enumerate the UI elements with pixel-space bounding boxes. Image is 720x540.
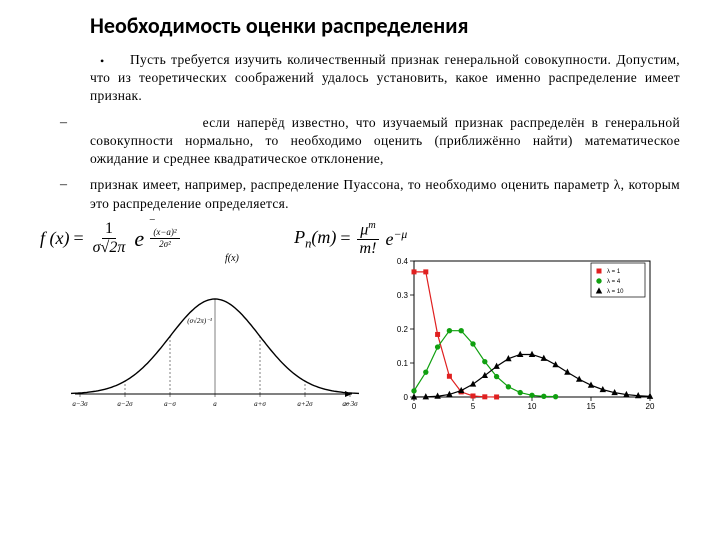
paragraph-poisson: признак имеет, например, распределение П… bbox=[90, 176, 680, 212]
svg-text:0.1: 0.1 bbox=[397, 359, 409, 368]
svg-text:0: 0 bbox=[404, 393, 409, 402]
svg-text:a−3σ: a−3σ bbox=[72, 400, 88, 408]
svg-text:0.2: 0.2 bbox=[397, 325, 409, 334]
svg-text:λ = 1: λ = 1 bbox=[607, 269, 621, 275]
svg-text:5: 5 bbox=[471, 402, 476, 411]
formula-exp-num: (x−a)² bbox=[150, 228, 179, 239]
slide: Необходимость оценки распределения Пусть… bbox=[0, 0, 720, 540]
svg-text:a: a bbox=[213, 400, 217, 408]
svg-text:0.4: 0.4 bbox=[397, 257, 409, 266]
paragraph-normal-text: если наперёд известно, что изучаемый при… bbox=[90, 115, 680, 166]
svg-text:λ = 4: λ = 4 bbox=[607, 279, 621, 285]
svg-text:20: 20 bbox=[646, 402, 655, 411]
chart-row: a−3σa−2σa−σaa+σa+2σa+3σf(x)(σ√2π)⁻¹x 051… bbox=[60, 249, 680, 414]
svg-text:0.3: 0.3 bbox=[397, 291, 409, 300]
svg-text:a+σ: a+σ bbox=[254, 400, 266, 408]
chart-poisson: 0 5 10 15 20 0 0.1 0.2 0.3 0.4 λ = 1 λ = 4 λ = 10 bbox=[380, 249, 660, 414]
formula-lhs: f (x) bbox=[40, 228, 69, 249]
svg-text:λ = 10: λ = 10 bbox=[607, 289, 624, 295]
svg-text:a−σ: a−σ bbox=[164, 400, 176, 408]
svg-text:a+2σ: a+2σ bbox=[297, 400, 313, 408]
formula-exp-den: 2σ² bbox=[156, 239, 174, 249]
paragraph-intro: Пусть требуется изучить количественный п… bbox=[90, 51, 680, 106]
svg-text:0: 0 bbox=[412, 402, 417, 411]
svg-text:f(x): f(x) bbox=[225, 253, 240, 264]
body-text: Пусть требуется изучить количественный п… bbox=[90, 51, 680, 213]
svg-text:(σ√2π)⁻¹: (σ√2π)⁻¹ bbox=[187, 317, 212, 325]
paragraph-normal: xxxxxxxxxxxxxxx если наперёд известно, ч… bbox=[90, 114, 680, 169]
svg-text:15: 15 bbox=[587, 402, 596, 411]
chart-normal: a−3σa−2σa−σaa+σa+2σa+3σf(x)(σ√2π)⁻¹x bbox=[60, 249, 360, 414]
slide-title: Необходимость оценки распределения bbox=[90, 12, 680, 39]
svg-text:10: 10 bbox=[528, 402, 537, 411]
svg-text:a−2σ: a−2σ bbox=[117, 400, 133, 408]
